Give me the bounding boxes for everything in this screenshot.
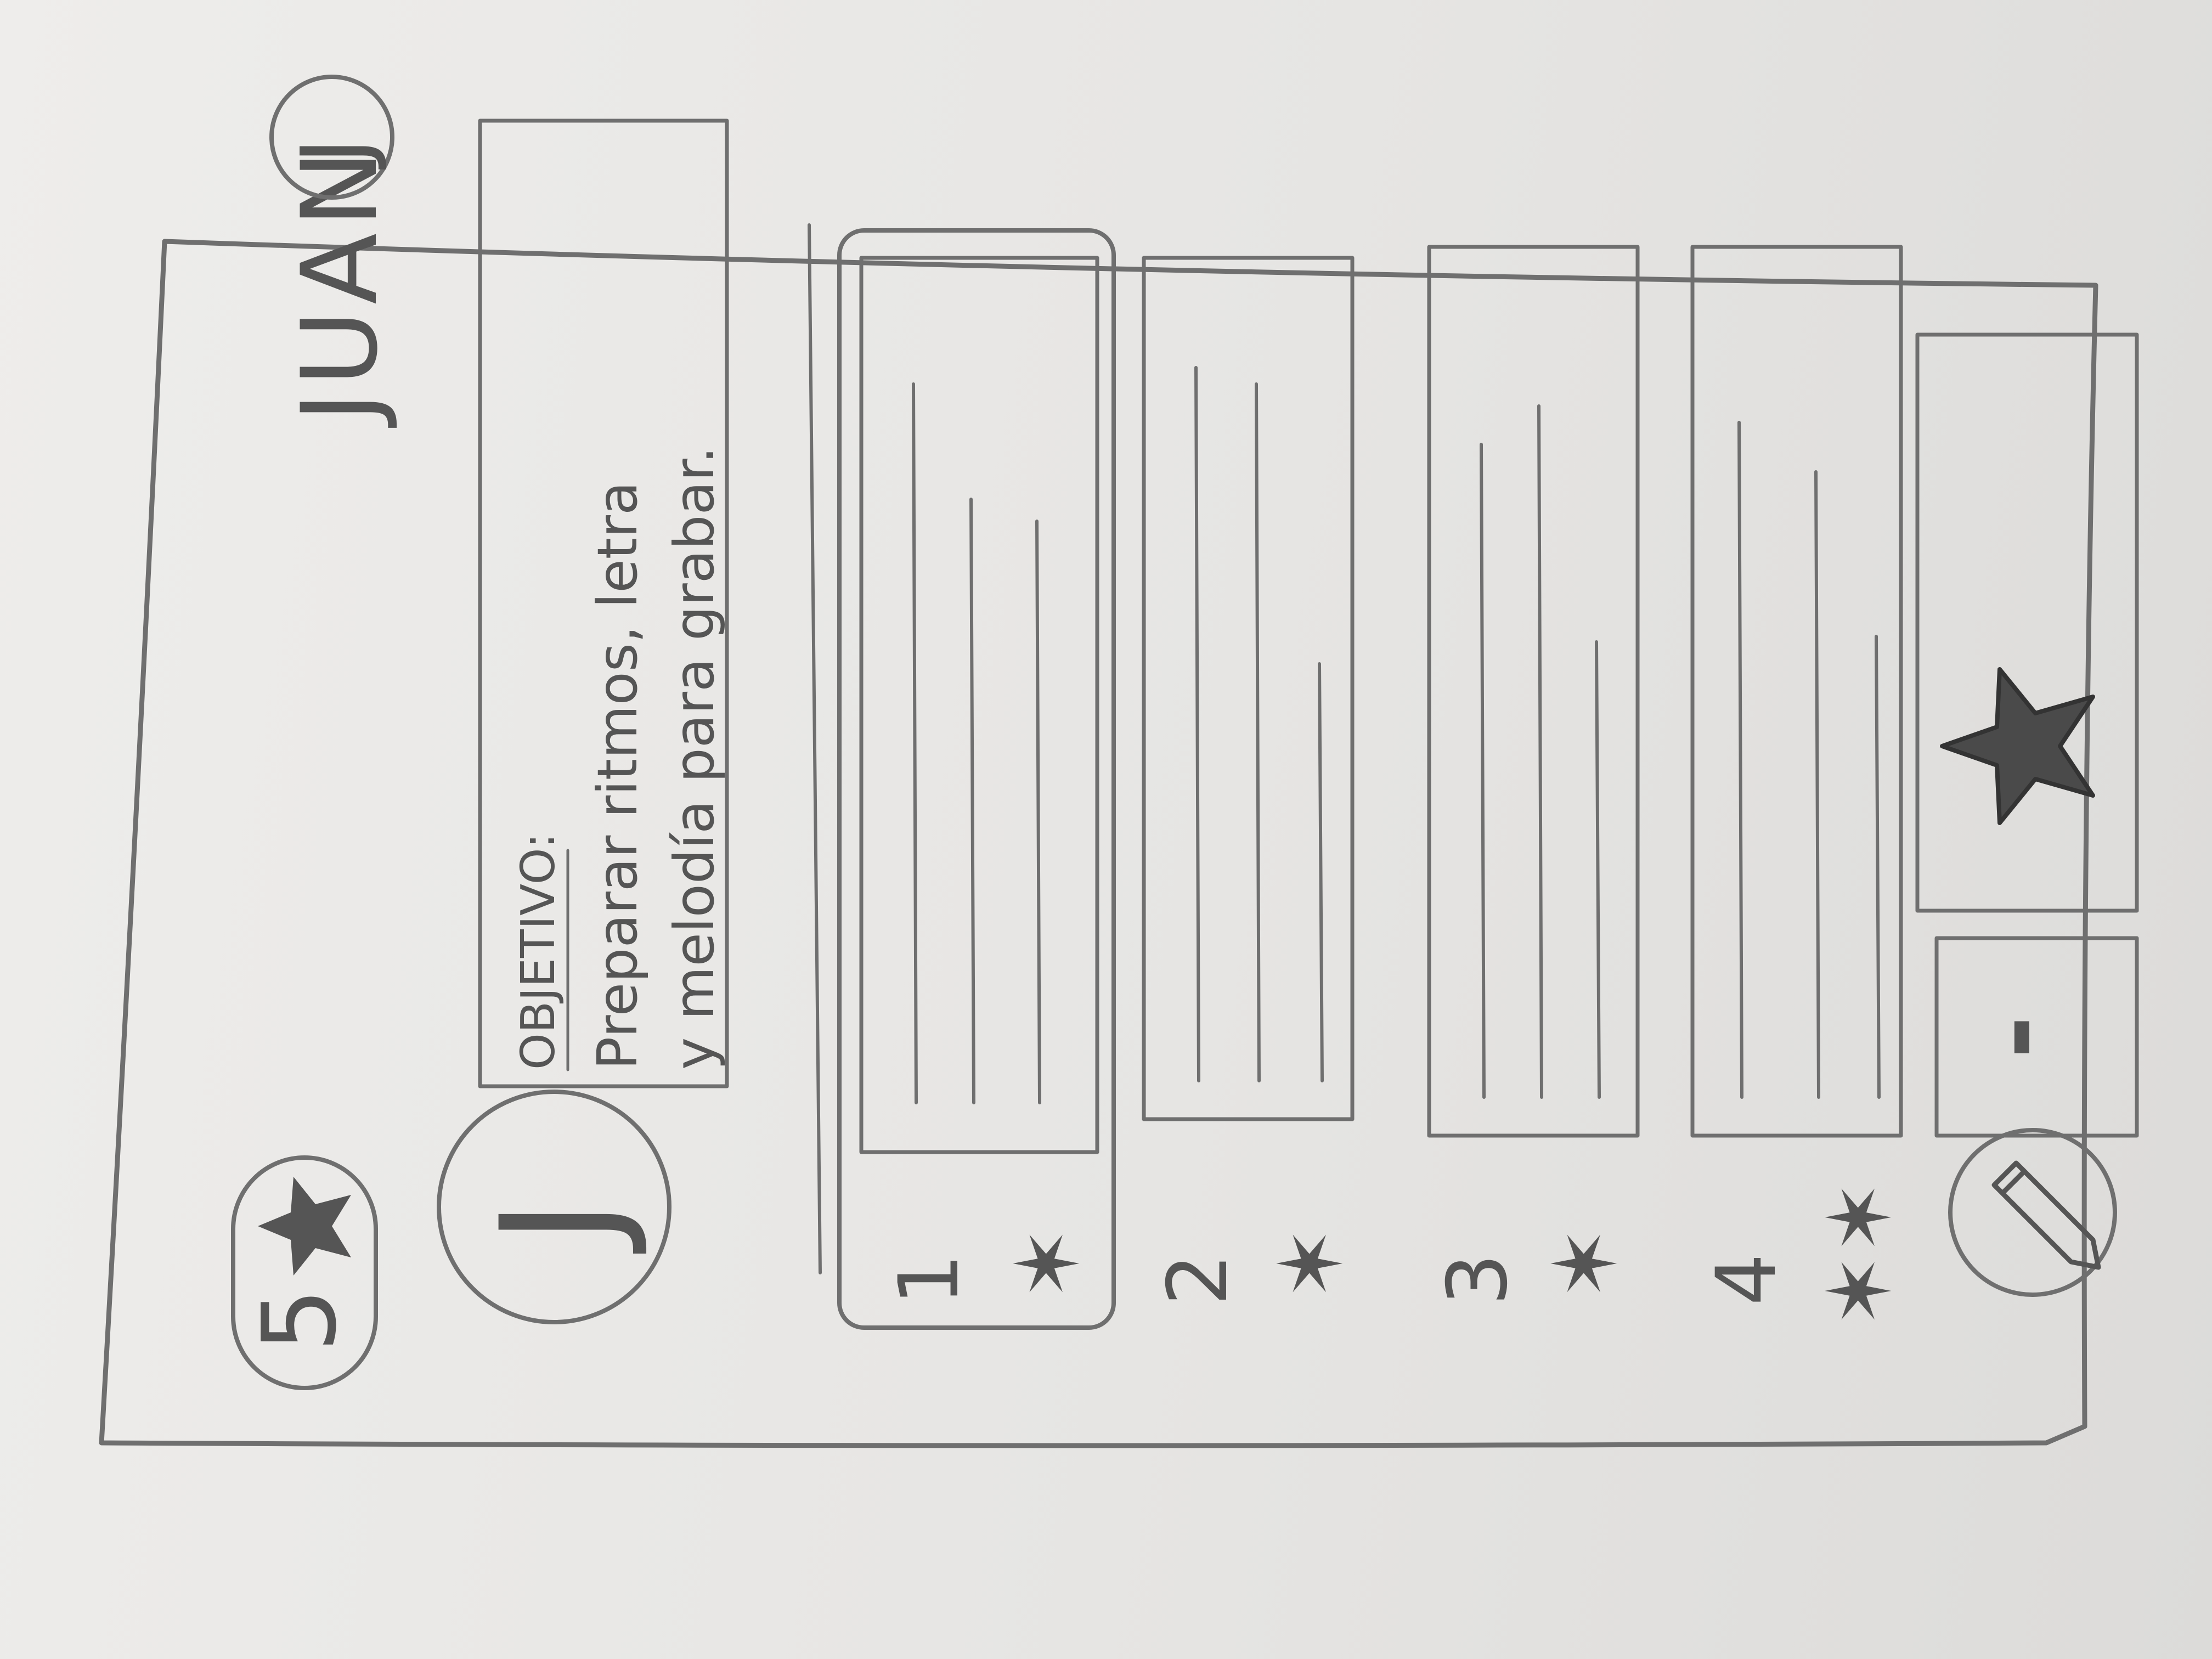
star-icon — [1940, 667, 2095, 825]
step-number: 3 — [1430, 1254, 1526, 1306]
objective-avatar-initial: J — [467, 1198, 652, 1255]
step-number: 2 — [1150, 1254, 1246, 1306]
star-icon: ✶✶ — [1808, 1181, 1911, 1328]
star-count-badge[interactable]: 5 — [231, 1155, 378, 1390]
star-icon: ✶ — [996, 1227, 1099, 1300]
step-item[interactable]: 2 ✶ — [1142, 256, 1362, 1306]
step-card[interactable] — [1427, 245, 1640, 1138]
step-card[interactable] — [859, 256, 1099, 1154]
text-line — [1595, 640, 1601, 1099]
list-divider — [808, 223, 822, 1274]
step-item[interactable]: 4 ✶✶ — [1690, 245, 1911, 1328]
text-line — [969, 498, 975, 1104]
step-item[interactable]: 3 ✶ — [1427, 245, 1640, 1306]
footer: - — [1915, 332, 2139, 1297]
step-card[interactable] — [1690, 245, 1903, 1138]
edit-button[interactable] — [1948, 1128, 2117, 1297]
step-selection-frame — [837, 228, 1116, 1330]
objective-card: OBJETIVO: Preparar ritmos, letra y melod… — [478, 119, 729, 1088]
step-number: 1 — [882, 1254, 977, 1306]
star-icon: ✶ — [1534, 1227, 1637, 1300]
minus-button[interactable]: - — [1934, 936, 2139, 1138]
star-icon — [258, 1177, 351, 1276]
star-icon: ✶ — [1260, 1227, 1362, 1300]
text-line — [1875, 635, 1881, 1099]
text-line — [912, 382, 918, 1104]
header: 5 JUAN J — [231, 75, 400, 1390]
user-avatar[interactable]: J — [269, 75, 394, 200]
objective-line-2: y melodía para grabar. — [662, 447, 726, 1070]
user-name: JUAN — [279, 144, 400, 428]
text-line — [1318, 662, 1324, 1082]
objective-line-1: Preparar ritmos, letra — [585, 482, 650, 1070]
text-line — [1537, 404, 1543, 1099]
text-line — [1255, 382, 1261, 1082]
text-line — [1194, 366, 1200, 1082]
step-card[interactable] — [1142, 256, 1355, 1121]
minus-label: - — [1955, 1015, 2076, 1059]
text-line — [1814, 470, 1820, 1099]
favorite-button[interactable] — [1915, 332, 2139, 913]
text-line — [1480, 443, 1486, 1099]
pencil-icon — [1991, 1160, 2101, 1270]
text-line — [1035, 520, 1041, 1104]
user-avatar-initial: J — [281, 137, 390, 170]
star-count: 5 — [240, 1288, 359, 1352]
objective-heading: OBJETIVO: — [511, 833, 566, 1070]
objective-section: J OBJETIVO: Preparar ritmos, letra y mel… — [437, 119, 729, 1324]
objective-avatar[interactable]: J — [437, 1090, 672, 1324]
step-number: 4 — [1699, 1254, 1795, 1306]
step-item[interactable]: 1 ✶ — [837, 228, 1116, 1330]
text-line — [1737, 421, 1743, 1099]
phone-frame — [99, 239, 2098, 1448]
